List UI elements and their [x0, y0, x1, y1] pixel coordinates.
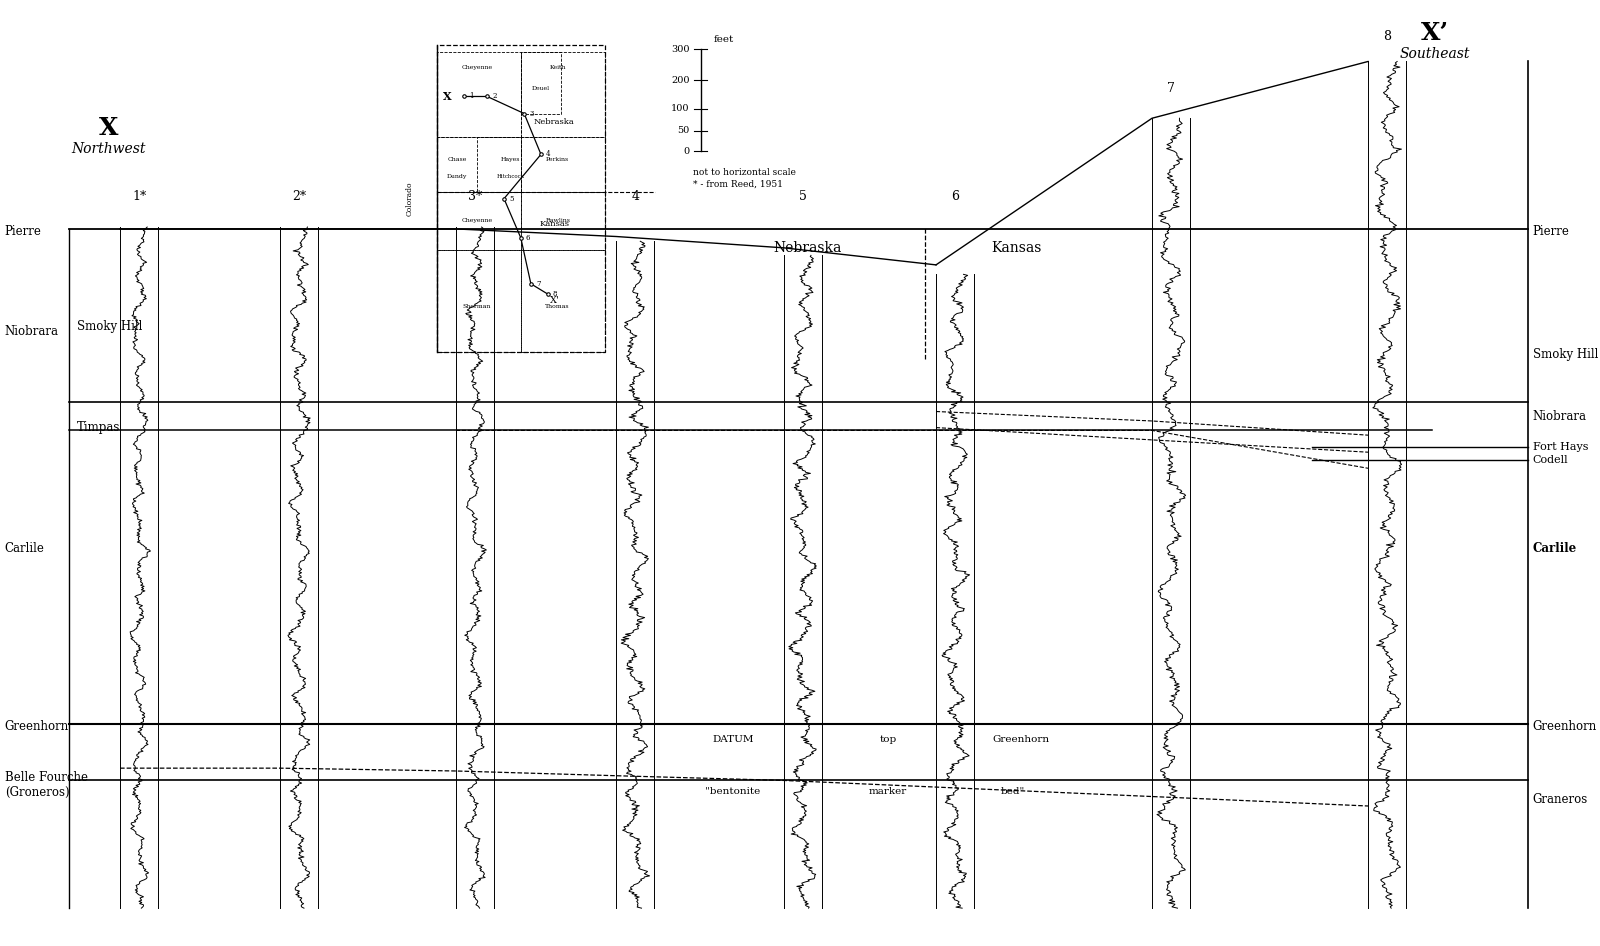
Text: Belle Fourche: Belle Fourche	[5, 771, 88, 784]
Text: Deuel: Deuel	[531, 86, 550, 91]
Text: Niobrara: Niobrara	[1533, 410, 1587, 423]
Text: X': X'	[549, 296, 560, 306]
Text: * - from Reed, 1951: * - from Reed, 1951	[693, 180, 782, 189]
Text: Smoky Hill: Smoky Hill	[1533, 348, 1598, 361]
Text: 7: 7	[1168, 81, 1174, 95]
Text: 4: 4	[630, 190, 640, 203]
Text: Kansas: Kansas	[539, 219, 570, 228]
Text: Cheyenne: Cheyenne	[461, 65, 493, 70]
Text: Greenhorn: Greenhorn	[992, 735, 1050, 745]
Bar	[437, 52, 520, 137]
Text: Rawlins: Rawlins	[546, 219, 570, 223]
Text: "bentonite: "bentonite	[706, 787, 760, 797]
Text: Keith: Keith	[549, 65, 566, 70]
Bar	[520, 52, 605, 137]
Text: marker: marker	[869, 787, 907, 797]
Bar	[437, 45, 605, 352]
Text: 3*: 3*	[469, 190, 482, 203]
Text: Hitchcock: Hitchcock	[496, 174, 525, 179]
Bar	[520, 192, 605, 250]
Bar	[520, 250, 605, 352]
Text: Carlile: Carlile	[1533, 542, 1578, 555]
Text: 5: 5	[800, 190, 806, 203]
Text: Graneros: Graneros	[1533, 793, 1589, 806]
Text: Pierre: Pierre	[5, 225, 42, 238]
Text: Thomas: Thomas	[546, 304, 570, 308]
Text: Hayes: Hayes	[501, 157, 520, 162]
Text: 100: 100	[670, 104, 690, 114]
Text: Perkins: Perkins	[546, 157, 570, 162]
Text: 3: 3	[530, 110, 533, 117]
Text: 2: 2	[493, 93, 496, 100]
Text: Northwest: Northwest	[72, 142, 146, 155]
Text: X’: X’	[1421, 21, 1450, 45]
Text: Sherman: Sherman	[462, 304, 491, 308]
Text: Colorado: Colorado	[406, 182, 414, 216]
Text: Codell: Codell	[1533, 455, 1568, 464]
Text: 8: 8	[552, 290, 557, 298]
Text: 1*: 1*	[133, 190, 146, 203]
Text: Southeast: Southeast	[1400, 47, 1470, 61]
Text: Greenhorn: Greenhorn	[1533, 720, 1597, 733]
Bar	[437, 137, 520, 192]
Text: bed": bed"	[1000, 787, 1026, 797]
Text: 300: 300	[670, 44, 690, 54]
Text: 50: 50	[677, 126, 690, 135]
Text: Kansas: Kansas	[990, 241, 1042, 254]
Text: Niobrara: Niobrara	[5, 324, 59, 338]
Text: 2*: 2*	[293, 190, 306, 203]
Text: 0: 0	[683, 147, 690, 156]
Text: 200: 200	[670, 76, 690, 85]
Bar	[437, 250, 520, 352]
Text: Cheyenne: Cheyenne	[461, 219, 493, 223]
Text: Smoky Hill: Smoky Hill	[77, 320, 142, 333]
Text: top: top	[880, 735, 896, 745]
Text: Fort Hays: Fort Hays	[1533, 442, 1589, 451]
Bar	[477, 137, 520, 192]
Text: 6: 6	[950, 190, 958, 203]
Text: Carlile: Carlile	[5, 542, 45, 555]
Text: (Groneros): (Groneros)	[5, 786, 69, 799]
Bar	[520, 52, 562, 114]
Bar	[437, 192, 520, 250]
Text: Nebraska: Nebraska	[774, 241, 842, 254]
Text: 7: 7	[536, 280, 541, 288]
Text: Chase: Chase	[448, 157, 467, 162]
Text: 8: 8	[1382, 29, 1392, 43]
Text: 5: 5	[509, 195, 514, 202]
Text: Greenhorn: Greenhorn	[5, 720, 69, 733]
Text: 1: 1	[469, 93, 474, 100]
Text: feet: feet	[714, 35, 734, 44]
Text: X: X	[99, 115, 118, 140]
Text: not to horizontal scale: not to horizontal scale	[693, 168, 795, 178]
Text: Pierre: Pierre	[1533, 225, 1570, 238]
Text: 6: 6	[526, 234, 530, 242]
Text: DATUM: DATUM	[712, 735, 754, 745]
Text: Timpas: Timpas	[77, 421, 120, 434]
Text: Dundy: Dundy	[446, 174, 467, 179]
Text: Nebraska: Nebraska	[534, 117, 574, 126]
Text: X: X	[443, 91, 451, 102]
Text: 4: 4	[546, 150, 550, 158]
Bar	[520, 137, 605, 192]
